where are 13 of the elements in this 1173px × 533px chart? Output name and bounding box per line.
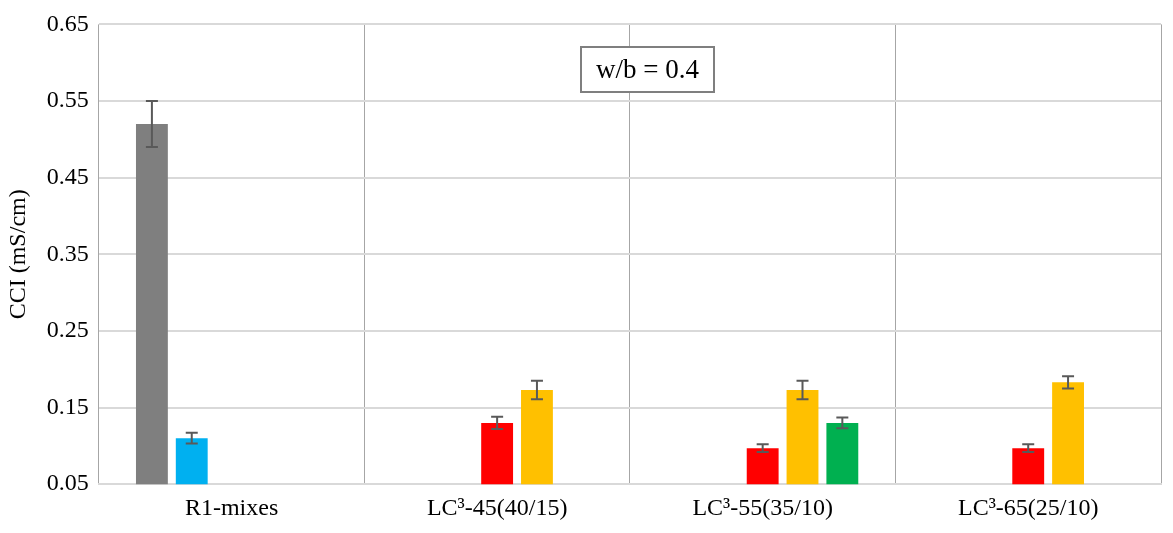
y-tick-label: 0.45 <box>46 162 89 189</box>
annotation: w/b = 0.4 <box>580 46 715 93</box>
y-axis-title: CCI (mS/cm) <box>3 189 30 320</box>
y-tick-label: 0.15 <box>46 392 89 419</box>
x-tick-label: LC³-55(35/10) <box>692 493 833 520</box>
y-tick-label: 0.05 <box>46 469 89 496</box>
y-tick-label: 0.55 <box>46 86 89 113</box>
x-tick-label: R1-mixes <box>184 493 279 520</box>
y-tick-label: 0.65 <box>46 9 89 36</box>
y-tick-label: 0.35 <box>46 239 89 266</box>
y-tick-label: 0.25 <box>46 316 89 343</box>
x-tick-label: LC³-65(25/10) <box>957 493 1099 520</box>
x-tick-label: LC³-45(40/15) <box>426 493 568 520</box>
